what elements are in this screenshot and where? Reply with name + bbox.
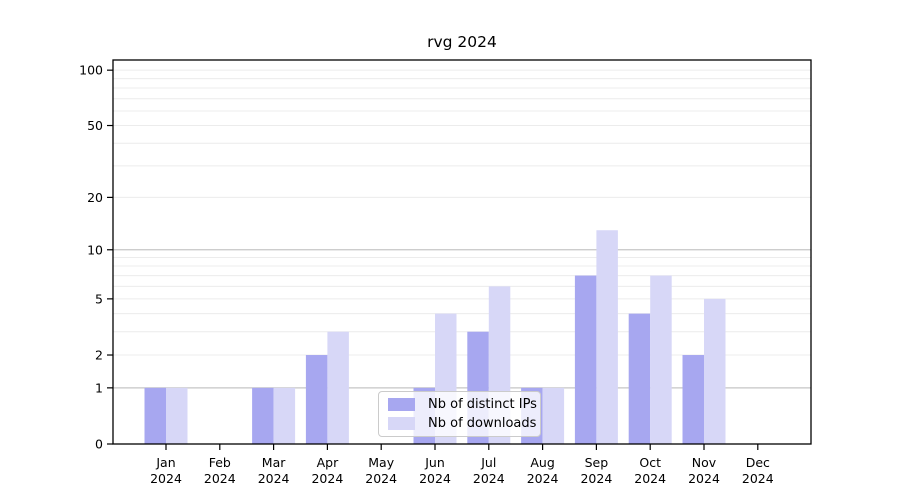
x-tick-label-year: 2024 [311, 471, 343, 486]
x-tick-label-year: 2024 [634, 471, 666, 486]
x-tick-label-year: 2024 [150, 471, 182, 486]
x-tick-label-month: Jun [424, 455, 445, 470]
bar-distinct-ips-mar [252, 387, 274, 444]
bar-distinct-ips-apr [305, 355, 328, 444]
x-tick-label-month: Dec [746, 455, 770, 470]
x-tick-label-year: 2024 [688, 471, 720, 486]
x-tick-label-month: May [368, 455, 394, 470]
x-tick-label-month: Nov [692, 455, 717, 470]
bar-downloads-sep [596, 230, 618, 444]
bar-downloads-nov [704, 298, 726, 444]
bar-downloads-apr [327, 331, 349, 444]
bar-distinct-ips-sep [574, 275, 597, 444]
legend-label-distinct-ips: Nb of distinct IPs [428, 397, 537, 412]
bar-downloads-aug [542, 387, 565, 444]
bar-distinct-ips-oct [628, 313, 651, 444]
y-tick-label: 2 [95, 348, 103, 363]
legend-label-downloads: Nb of downloads [428, 416, 537, 431]
legend-swatch-distinct-ips [388, 398, 415, 411]
x-tick-label-year: 2024 [580, 471, 612, 486]
legend-swatch-downloads [388, 417, 415, 430]
x-tick-label-year: 2024 [473, 471, 505, 486]
y-tick-label: 10 [87, 242, 103, 257]
x-tick-label-month: Aug [530, 455, 554, 470]
bar-downloads-mar [273, 387, 296, 444]
bar-downloads-jan [166, 387, 188, 444]
bar-distinct-ips-jan [144, 387, 166, 444]
x-tick-label-year: 2024 [742, 471, 774, 486]
legend-entry-downloads: Nb of downloads [388, 417, 536, 430]
bar-distinct-ips-nov [682, 355, 704, 444]
x-tick-label-month: Oct [639, 455, 661, 470]
x-tick-label-month: Feb [209, 455, 231, 470]
x-tick-label-month: Jan [155, 455, 175, 470]
y-tick-label: 0 [95, 437, 103, 452]
y-tick-label: 50 [87, 118, 103, 133]
y-tick-label: 5 [95, 291, 103, 306]
chart-title: rvg 2024 [427, 33, 497, 51]
bar-downloads-oct [650, 275, 672, 444]
x-tick-label-year: 2024 [204, 471, 236, 486]
x-tick-label-year: 2024 [258, 471, 290, 486]
x-tick-label-month: Jul [480, 455, 496, 470]
y-tick-label: 100 [79, 63, 103, 78]
x-tick-label-month: Apr [317, 455, 339, 470]
x-tick-label-year: 2024 [365, 471, 397, 486]
legend-box: Nb of distinct IPs Nb of downloads [378, 391, 541, 437]
x-tick-label-year: 2024 [527, 471, 559, 486]
x-tick-label-year: 2024 [419, 471, 451, 486]
y-tick-label: 1 [95, 380, 103, 395]
x-tick-label-month: Mar [262, 455, 286, 470]
legend-entry-distinct-ips: Nb of distinct IPs [388, 398, 537, 411]
plot-border [112, 59, 812, 445]
x-tick-label-month: Sep [585, 455, 609, 470]
y-tick-label: 20 [87, 190, 103, 205]
